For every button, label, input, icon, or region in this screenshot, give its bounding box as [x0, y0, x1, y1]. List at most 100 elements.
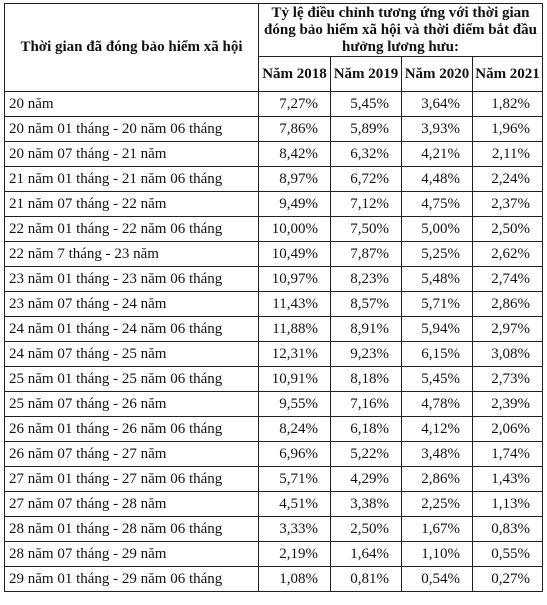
rate-cell: 5,00% [401, 216, 473, 242]
rate-cell: 9,23% [330, 341, 402, 367]
table-row: 28 năm 07 tháng - 29 năm 2,19% 1,64% 1,10% 0… [4, 541, 544, 567]
table-row: 23 năm 01 tháng - 23 năm 06 tháng 10,97% 8… [4, 266, 544, 292]
rate-cell: 5,71% [258, 466, 331, 492]
row-period-label: 24 năm 01 tháng - 24 năm 06 tháng [4, 316, 259, 342]
rate-cell: 8,97% [258, 166, 331, 192]
table-row: 26 năm 01 tháng - 26 năm 06 tháng 8,24% 6,… [4, 416, 544, 442]
rate-cell: 1,08% [258, 566, 331, 592]
table-row: 21 năm 07 tháng - 22 năm 9,49% 7,12% 4,75% 2… [4, 191, 544, 217]
rate-cell: 7,50% [330, 216, 402, 242]
rate-cell: 6,18% [330, 416, 402, 442]
header-year-2021: Năm 2021 [471, 56, 544, 92]
rate-cell: 8,23% [330, 266, 402, 292]
rate-cell: 5,22% [330, 441, 402, 467]
table-row: 22 năm 01 tháng - 22 năm 06 tháng 10,00% 7… [4, 216, 544, 242]
rate-cell: 3,08% [471, 341, 544, 367]
rate-cell: 1,64% [330, 541, 402, 567]
rate-cell: 4,75% [401, 191, 473, 217]
table-row: 25 năm 07 tháng - 26 năm 9,55% 7,16% 4,78% 2… [4, 391, 544, 417]
row-period-label: 24 năm 07 tháng - 25 năm [4, 341, 259, 367]
rate-cell: 9,49% [258, 191, 331, 217]
row-period-label: 22 năm 7 tháng - 23 năm [4, 241, 259, 267]
table-row: 26 năm 07 tháng - 27 năm 6,96% 5,22% 3,48% 1… [4, 441, 544, 467]
rate-cell: 4,51% [258, 491, 331, 517]
rate-cell: 2,39% [471, 391, 544, 417]
rate-cell: 10,97% [258, 266, 331, 292]
row-period-label: 21 năm 01 tháng - 21 năm 06 tháng [4, 166, 259, 192]
rate-cell: 7,87% [330, 241, 402, 267]
rate-cell: 0,27% [471, 566, 544, 592]
rate-cell: 1,82% [471, 91, 544, 117]
rate-cell: 5,94% [401, 316, 473, 342]
table-row: 20 năm 7,27% 5,45% 3,64% 1,82% [4, 91, 544, 117]
rate-cell: 6,15% [401, 341, 473, 367]
table-row: 24 năm 07 tháng - 25 năm 12,31% 9,23% 6,15%… [4, 341, 544, 367]
rate-cell: 1,13% [471, 491, 544, 517]
rate-cell: 2,73% [471, 366, 544, 392]
row-period-label: 27 năm 01 tháng - 27 năm 06 tháng [4, 466, 259, 492]
rate-cell: 2,11% [471, 141, 544, 167]
rate-cell: 2,06% [471, 416, 544, 442]
rate-cell: 2,50% [330, 516, 402, 542]
row-period-label: 23 năm 01 tháng - 23 năm 06 tháng [4, 266, 259, 292]
rate-cell: 8,24% [258, 416, 331, 442]
rate-cell: 4,21% [401, 141, 473, 167]
rate-cell: 9,55% [258, 391, 331, 417]
rate-cell: 7,27% [258, 91, 331, 117]
rate-cell: 2,86% [401, 466, 473, 492]
row-period-label: 26 năm 07 tháng - 27 năm [4, 441, 259, 467]
row-period-label: 20 năm 07 tháng - 21 năm [4, 141, 259, 167]
rate-cell: 5,71% [401, 291, 473, 317]
rate-cell: 3,48% [401, 441, 473, 467]
rate-cell: 3,93% [401, 116, 473, 142]
table-row: 20 năm 07 tháng - 21 năm 8,42% 6,32% 4,21% 2… [4, 141, 544, 167]
rate-cell: 0,83% [471, 516, 544, 542]
table-row: 25 năm 01 tháng - 25 năm 06 tháng 10,91% 8… [4, 366, 544, 392]
rate-cell: 6,96% [258, 441, 331, 467]
rate-cell: 2,19% [258, 541, 331, 567]
row-period-label: 22 năm 01 tháng - 22 năm 06 tháng [4, 216, 259, 242]
rate-cell: 3,64% [401, 91, 473, 117]
row-period-label: 26 năm 01 tháng - 26 năm 06 tháng [4, 416, 259, 442]
header-contribution-period: Thời gian đã đóng bảo hiểm xã hội [4, 3, 259, 92]
rate-cell: 2,86% [471, 291, 544, 317]
rate-cell: 10,91% [258, 366, 331, 392]
row-period-label: 21 năm 07 tháng - 22 năm [4, 191, 259, 217]
rate-cell: 5,89% [330, 116, 402, 142]
rate-cell: 2,24% [471, 166, 544, 192]
row-period-label: 23 năm 07 tháng - 24 năm [4, 291, 259, 317]
rate-cell: 2,74% [471, 266, 544, 292]
header-adjustment-rate: Tỷ lệ điều chỉnh tương ứng với thời gian… [257, 3, 544, 57]
rate-cell: 4,12% [401, 416, 473, 442]
row-period-label: 25 năm 07 tháng - 26 năm [4, 391, 259, 417]
row-period-label: 29 năm 01 tháng - 29 năm 06 tháng [4, 566, 259, 592]
rate-cell: 11,88% [258, 316, 331, 342]
rate-cell: 0,81% [330, 566, 402, 592]
rate-cell: 7,16% [330, 391, 402, 417]
rate-cell: 7,12% [330, 191, 402, 217]
rate-cell: 4,29% [330, 466, 402, 492]
rate-cell: 10,49% [258, 241, 331, 267]
rate-cell: 8,91% [330, 316, 402, 342]
rate-cell: 8,57% [330, 291, 402, 317]
rate-cell: 8,18% [330, 366, 402, 392]
table-row: 21 năm 01 tháng - 21 năm 06 tháng 8,97% 6,… [4, 166, 544, 192]
rate-cell: 1,67% [401, 516, 473, 542]
header-row-years: Năm 2018 Năm 2019 Năm 2020 Năm 2021 [5, 56, 544, 92]
row-period-label: 25 năm 01 tháng - 25 năm 06 tháng [4, 366, 259, 392]
rate-cell: 4,48% [401, 166, 473, 192]
rate-cell: 2,50% [471, 216, 544, 242]
rate-cell: 2,37% [471, 191, 544, 217]
table-body: 20 năm 7,27% 5,45% 3,64% 1,82% 20 năm 01 thán… [4, 91, 544, 592]
header-row-top: Thời gian đã đóng bảo hiểm xã hội Tỷ lệ … [4, 3, 544, 92]
pension-adjustment-table: Thời gian đã đóng bảo hiểm xã hội Tỷ lệ … [4, 3, 544, 592]
rate-cell: 5,48% [401, 266, 473, 292]
table-row: 29 năm 01 tháng - 29 năm 06 tháng 1,08% 0,… [4, 566, 544, 592]
rate-cell: 3,33% [258, 516, 331, 542]
rate-cell: 2,97% [471, 316, 544, 342]
rate-cell: 1,74% [471, 441, 544, 467]
rate-cell: 7,86% [258, 116, 331, 142]
rate-cell: 3,38% [330, 491, 402, 517]
rate-cell: 1,10% [401, 541, 473, 567]
